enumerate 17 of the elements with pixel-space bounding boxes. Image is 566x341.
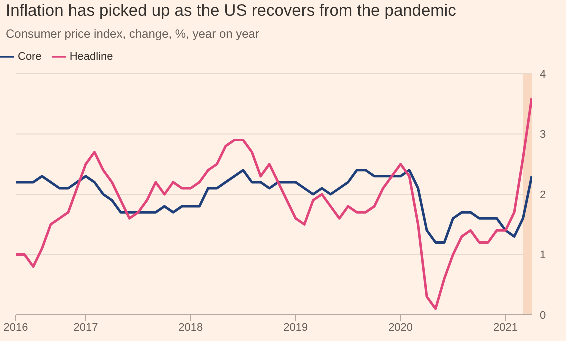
y-tick-label: 3 (540, 129, 546, 142)
y-tick-label: 2 (540, 189, 546, 202)
x-tick-label: 2017 (74, 322, 98, 334)
x-tick-label: 2018 (178, 322, 204, 334)
chart-subtitle: Consumer price index, change, %, year on year (6, 27, 260, 41)
y-tick-label: 4 (540, 68, 546, 81)
x-tick-label: 2020 (388, 322, 414, 334)
y-tick-label: 1 (540, 250, 546, 262)
chart-title: Inflation has picked up as the US recovers from the pandemic (6, 2, 456, 21)
x-tick-label: 2016 (4, 322, 28, 334)
legend-label: Core (18, 50, 42, 63)
y-tick-label: 0 (540, 310, 546, 322)
x-tick-label: 2019 (284, 322, 308, 334)
x-tick-label: 2021 (494, 322, 518, 334)
legend-label: Headline (70, 50, 114, 63)
line-series (16, 96, 532, 310)
line-series (16, 169, 532, 244)
